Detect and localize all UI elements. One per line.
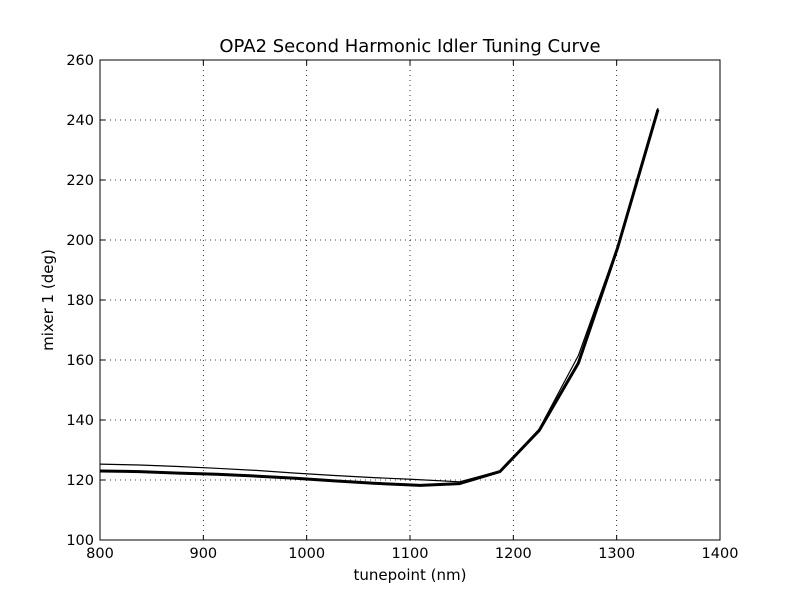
y-tick-label: 140 <box>66 413 94 429</box>
x-tick-label: 1000 <box>288 546 325 562</box>
x-tick-label: 1300 <box>598 546 635 562</box>
series-line-2 <box>99 109 660 487</box>
y-tick-label: 200 <box>66 233 94 249</box>
x-tick-label: 800 <box>86 546 114 562</box>
y-tick-label: 120 <box>66 473 94 489</box>
y-tick-label: 260 <box>66 53 94 69</box>
y-tick-label: 220 <box>66 173 94 189</box>
x-tick-label: 1400 <box>702 546 739 562</box>
y-tick-label: 180 <box>66 293 94 309</box>
x-tick-label: 900 <box>189 546 217 562</box>
y-axis-label: mixer 1 (deg) <box>39 249 57 351</box>
y-tick-label: 160 <box>66 353 94 369</box>
ticks: 800 900 1000 1100 1200 1300 1400 100 120 140 160 18… <box>66 53 738 562</box>
x-axis-label: tunepoint (nm) <box>354 566 467 584</box>
y-tick-label: 240 <box>66 113 94 129</box>
data-series <box>99 107 660 487</box>
series-line-1 <box>99 107 659 483</box>
x-tick-label: 1100 <box>392 546 429 562</box>
x-tick-label: 1200 <box>495 546 532 562</box>
chart-title: OPA2 Second Harmonic Idler Tuning Curve <box>219 36 600 57</box>
y-tick-label: 100 <box>66 533 94 549</box>
